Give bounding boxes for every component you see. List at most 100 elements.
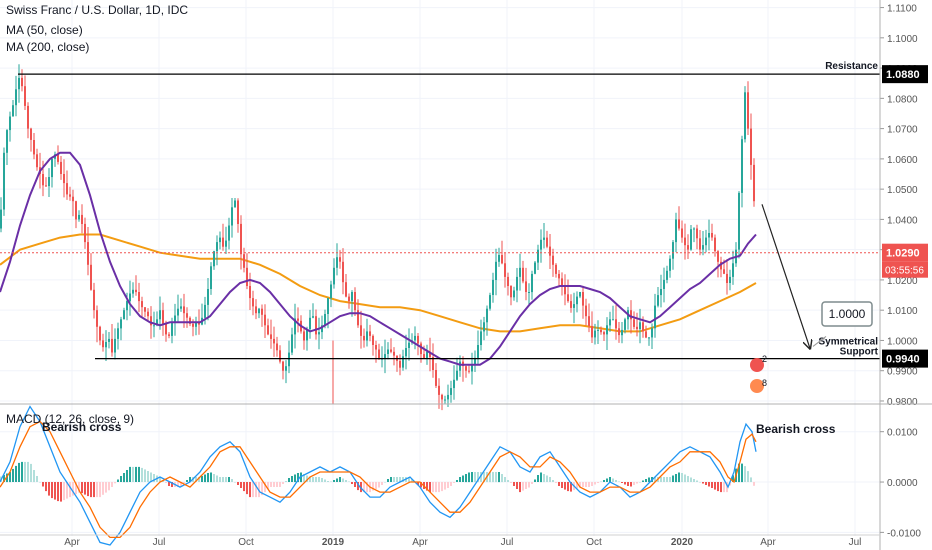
macd-hist-bar xyxy=(21,461,23,482)
candle-body xyxy=(414,335,416,341)
candle-body xyxy=(588,316,590,326)
macd-hist-bar xyxy=(615,480,617,482)
macd-hist-bar xyxy=(354,482,356,487)
macd-hist-bar xyxy=(168,482,170,486)
macd-hist-bar xyxy=(159,477,161,482)
countdown-text: 03:55:56 xyxy=(885,266,924,277)
candle-body xyxy=(204,304,206,318)
macd-hist-bar xyxy=(408,477,410,482)
candle-body xyxy=(123,310,125,320)
candle-body xyxy=(612,319,614,321)
macd-hist-bar xyxy=(465,474,467,483)
candle-body xyxy=(219,237,221,243)
candle-body xyxy=(135,289,137,293)
candle-body xyxy=(345,282,347,297)
macd-hist-bar xyxy=(720,482,722,493)
event-badge-bottom xyxy=(750,379,764,393)
macd-hist-bar xyxy=(339,477,341,482)
macd-hist-bar xyxy=(348,481,350,482)
candle-body xyxy=(678,219,680,229)
macd-hist-bar xyxy=(231,479,233,482)
macd-hist-bar xyxy=(51,482,53,499)
macd-hist-bar xyxy=(690,477,692,482)
macd-hist-bar xyxy=(726,482,728,493)
candle-body xyxy=(138,292,140,302)
macd-hist-bar xyxy=(105,482,107,493)
macd-hist-bar xyxy=(519,482,521,493)
candle-body xyxy=(342,261,344,283)
candle-body xyxy=(99,326,101,341)
candle-body xyxy=(555,264,557,274)
candle-body xyxy=(72,196,74,202)
candle-body xyxy=(360,325,362,336)
candle-body xyxy=(720,261,722,270)
candle-body xyxy=(45,185,47,187)
macd-hist-bar xyxy=(654,477,656,482)
candle-body xyxy=(324,314,326,326)
candle-body xyxy=(534,262,536,274)
macd-hist-bar xyxy=(363,482,365,493)
macd-tick-label-1: 0.0000 xyxy=(887,478,918,489)
macd-hist-bar xyxy=(129,466,131,482)
ma200-layer xyxy=(0,233,757,333)
ma50-layer xyxy=(0,151,757,366)
macd-hist-bar xyxy=(693,479,695,482)
candle-body xyxy=(429,351,431,358)
macd-hist-bar xyxy=(564,482,566,490)
candle-body xyxy=(81,214,83,224)
macd-hist-bar xyxy=(378,482,380,488)
macd-hist-bar xyxy=(45,482,47,492)
candle-body xyxy=(363,335,365,341)
macd-hist-bar xyxy=(594,482,596,485)
macd-hist-bar xyxy=(87,482,89,497)
macd-hist-bar xyxy=(747,471,749,482)
candle-body xyxy=(465,366,467,371)
candle-body xyxy=(174,315,176,323)
macd-hist-bar xyxy=(219,477,221,482)
macd-hist-bar xyxy=(600,481,602,482)
macd-hist-bar xyxy=(696,480,698,482)
macd-hist-bar xyxy=(132,466,134,482)
macd-hist-bar xyxy=(357,482,359,491)
candle-body xyxy=(498,255,500,262)
candle-body xyxy=(357,310,359,326)
macd-hist-bar xyxy=(753,482,755,486)
candle-body xyxy=(441,394,443,400)
candle-body xyxy=(708,233,710,238)
macd-hist-bar xyxy=(495,472,497,483)
candle-body xyxy=(399,360,401,368)
macd-hist-bar xyxy=(243,482,245,492)
candle-body xyxy=(663,279,665,289)
macd-hist-bar xyxy=(375,482,377,489)
macd-hist-bar xyxy=(195,477,197,482)
candle-body xyxy=(246,267,248,286)
macd-hist-bar xyxy=(429,482,431,493)
candle-body xyxy=(291,334,293,353)
macd-hist-bar xyxy=(48,482,50,496)
candle-body xyxy=(426,351,428,359)
macd-hist-bar xyxy=(381,482,383,485)
candle-body xyxy=(453,379,455,389)
x-tick-label-7: 2020 xyxy=(671,537,694,548)
candle-body xyxy=(21,77,23,87)
candle-body xyxy=(669,258,671,271)
candle-body xyxy=(594,330,596,338)
candle-body xyxy=(405,348,407,357)
candle-body xyxy=(516,276,518,291)
candle-body xyxy=(63,174,65,184)
macd-hist-bar xyxy=(246,482,248,495)
x-tick-label-0: Apr xyxy=(64,537,80,548)
candle-body xyxy=(303,331,305,341)
macd-hist-bar xyxy=(618,481,620,482)
candle-body xyxy=(327,298,329,314)
macd-hist-bar xyxy=(480,472,482,483)
candle-body xyxy=(195,322,197,327)
macd-hist-bar xyxy=(300,472,302,483)
candle-body xyxy=(657,295,659,306)
candle-body xyxy=(198,322,200,325)
macd-hist-bar xyxy=(603,480,605,482)
macd-hist-bar xyxy=(102,482,104,495)
candle-body xyxy=(36,154,38,168)
